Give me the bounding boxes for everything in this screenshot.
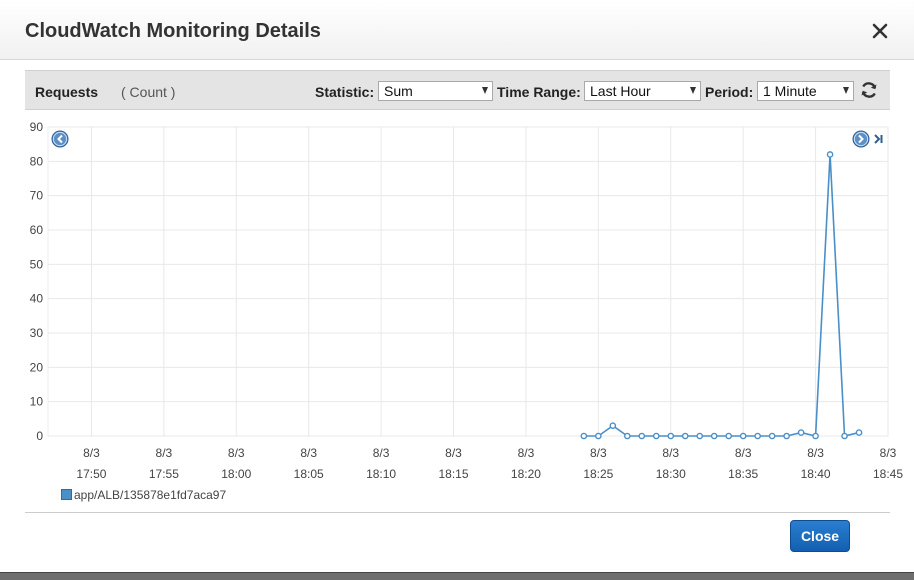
data-point [725,432,732,440]
y-tick-label: 70 [30,189,44,203]
data-point [681,432,689,440]
skip-to-end-icon[interactable] [874,134,883,144]
x-tick-time: 18:40 [801,467,831,481]
data-point [841,432,848,440]
data-point [710,432,718,440]
time-range-value: Last Hour [590,83,651,99]
x-tick-date: 8/3 [373,446,390,460]
dialog-header: CloudWatch Monitoring Details [0,0,914,60]
dropdown-arrow-icon [690,87,696,94]
data-point [624,432,631,440]
x-tick-date: 8/3 [735,446,752,460]
x-tick-time: 18:05 [294,467,324,481]
data-point [826,151,834,158]
x-tick-date: 8/3 [880,446,897,460]
time-range-label: Time Range: [497,84,581,100]
data-point [739,432,747,440]
close-button[interactable]: Close [790,520,850,552]
x-tick-time: 18:15 [439,467,469,481]
x-tick-date: 8/3 [83,446,100,460]
x-tick-date: 8/3 [300,446,317,460]
legend-series-label: app/ALB/135878e1fd7aca97 [74,488,227,502]
x-tick-date: 8/3 [156,446,173,460]
x-tick-time: 17:50 [76,467,106,481]
x-tick-time: 18:35 [728,467,758,481]
x-tick-time: 18:10 [366,467,396,481]
y-tick-label: 80 [30,154,44,168]
x-tick-date: 8/3 [662,446,679,460]
data-point [812,432,819,440]
data-point [754,432,761,440]
x-tick-date: 8/3 [807,446,824,460]
x-axis: 8/3 17:50 8/3 17:55 8/3 18:00 8/3 18:05 8/3 18:10… [76,446,903,481]
x-tick-time: 18:45 [873,467,903,481]
statistic-value: Sum [384,83,413,99]
data-point [855,429,863,436]
metric-toolbar: Requests ( Count ) Statistic: Sum Time R… [25,70,890,110]
y-tick-label: 20 [30,360,44,374]
data-point [595,432,602,440]
y-tick-label: 10 [30,395,44,409]
data-point [696,432,704,440]
y-tick-label: 90 [30,120,44,134]
time-range-select[interactable]: Last Hour [584,81,701,101]
y-tick-label: 60 [30,223,44,237]
period-value: 1 Minute [763,83,817,99]
requests-line-chart: 0 10 20 30 40 50 60 70 80 90 8/3 17:50 8/3 17:55 8/3 1… [30,120,904,481]
metric-name: Requests [35,84,99,100]
period-select[interactable]: 1 Minute [757,81,854,101]
y-tick-label: 0 [36,429,43,443]
chart-series [580,151,863,440]
chevron-left-icon[interactable] [51,130,69,148]
data-point [638,432,646,440]
x-tick-date: 8/3 [590,446,607,460]
y-tick-label: 40 [30,292,44,306]
footer-divider [25,512,890,513]
y-tick-label: 50 [30,257,44,271]
data-point [580,432,588,440]
x-tick-date: 8/3 [228,446,245,460]
data-point [797,429,805,436]
statistic-select[interactable]: Sum [378,81,493,101]
dropdown-arrow-icon [843,87,849,94]
y-tick-label: 30 [30,326,44,340]
x-tick-time: 17:55 [149,467,179,481]
backdrop-bar [0,572,914,580]
data-point [652,432,660,440]
statistic-label: Statistic: [315,84,375,100]
refresh-icon[interactable] [859,80,879,100]
x-tick-time: 18:00 [221,467,251,481]
chevron-right-icon[interactable] [852,130,870,148]
y-axis: 0 10 20 30 40 50 60 70 80 90 [30,120,44,443]
chart-grid [47,126,889,437]
data-point [783,432,790,440]
data-point [609,422,617,430]
data-point [768,432,776,440]
dialog-title: CloudWatch Monitoring Details [25,20,321,42]
close-icon[interactable] [871,22,889,40]
x-tick-date: 8/3 [445,446,462,460]
x-tick-time: 18:20 [511,467,541,481]
period-label: Period: [705,84,754,100]
legend-swatch [61,489,72,500]
data-point [667,432,675,440]
dropdown-arrow-icon [482,87,488,94]
metric-unit: ( Count ) [121,84,176,100]
plot-area [47,126,889,437]
x-tick-time: 18:25 [583,467,613,481]
x-tick-date: 8/3 [518,446,535,460]
x-tick-time: 18:30 [656,467,686,481]
